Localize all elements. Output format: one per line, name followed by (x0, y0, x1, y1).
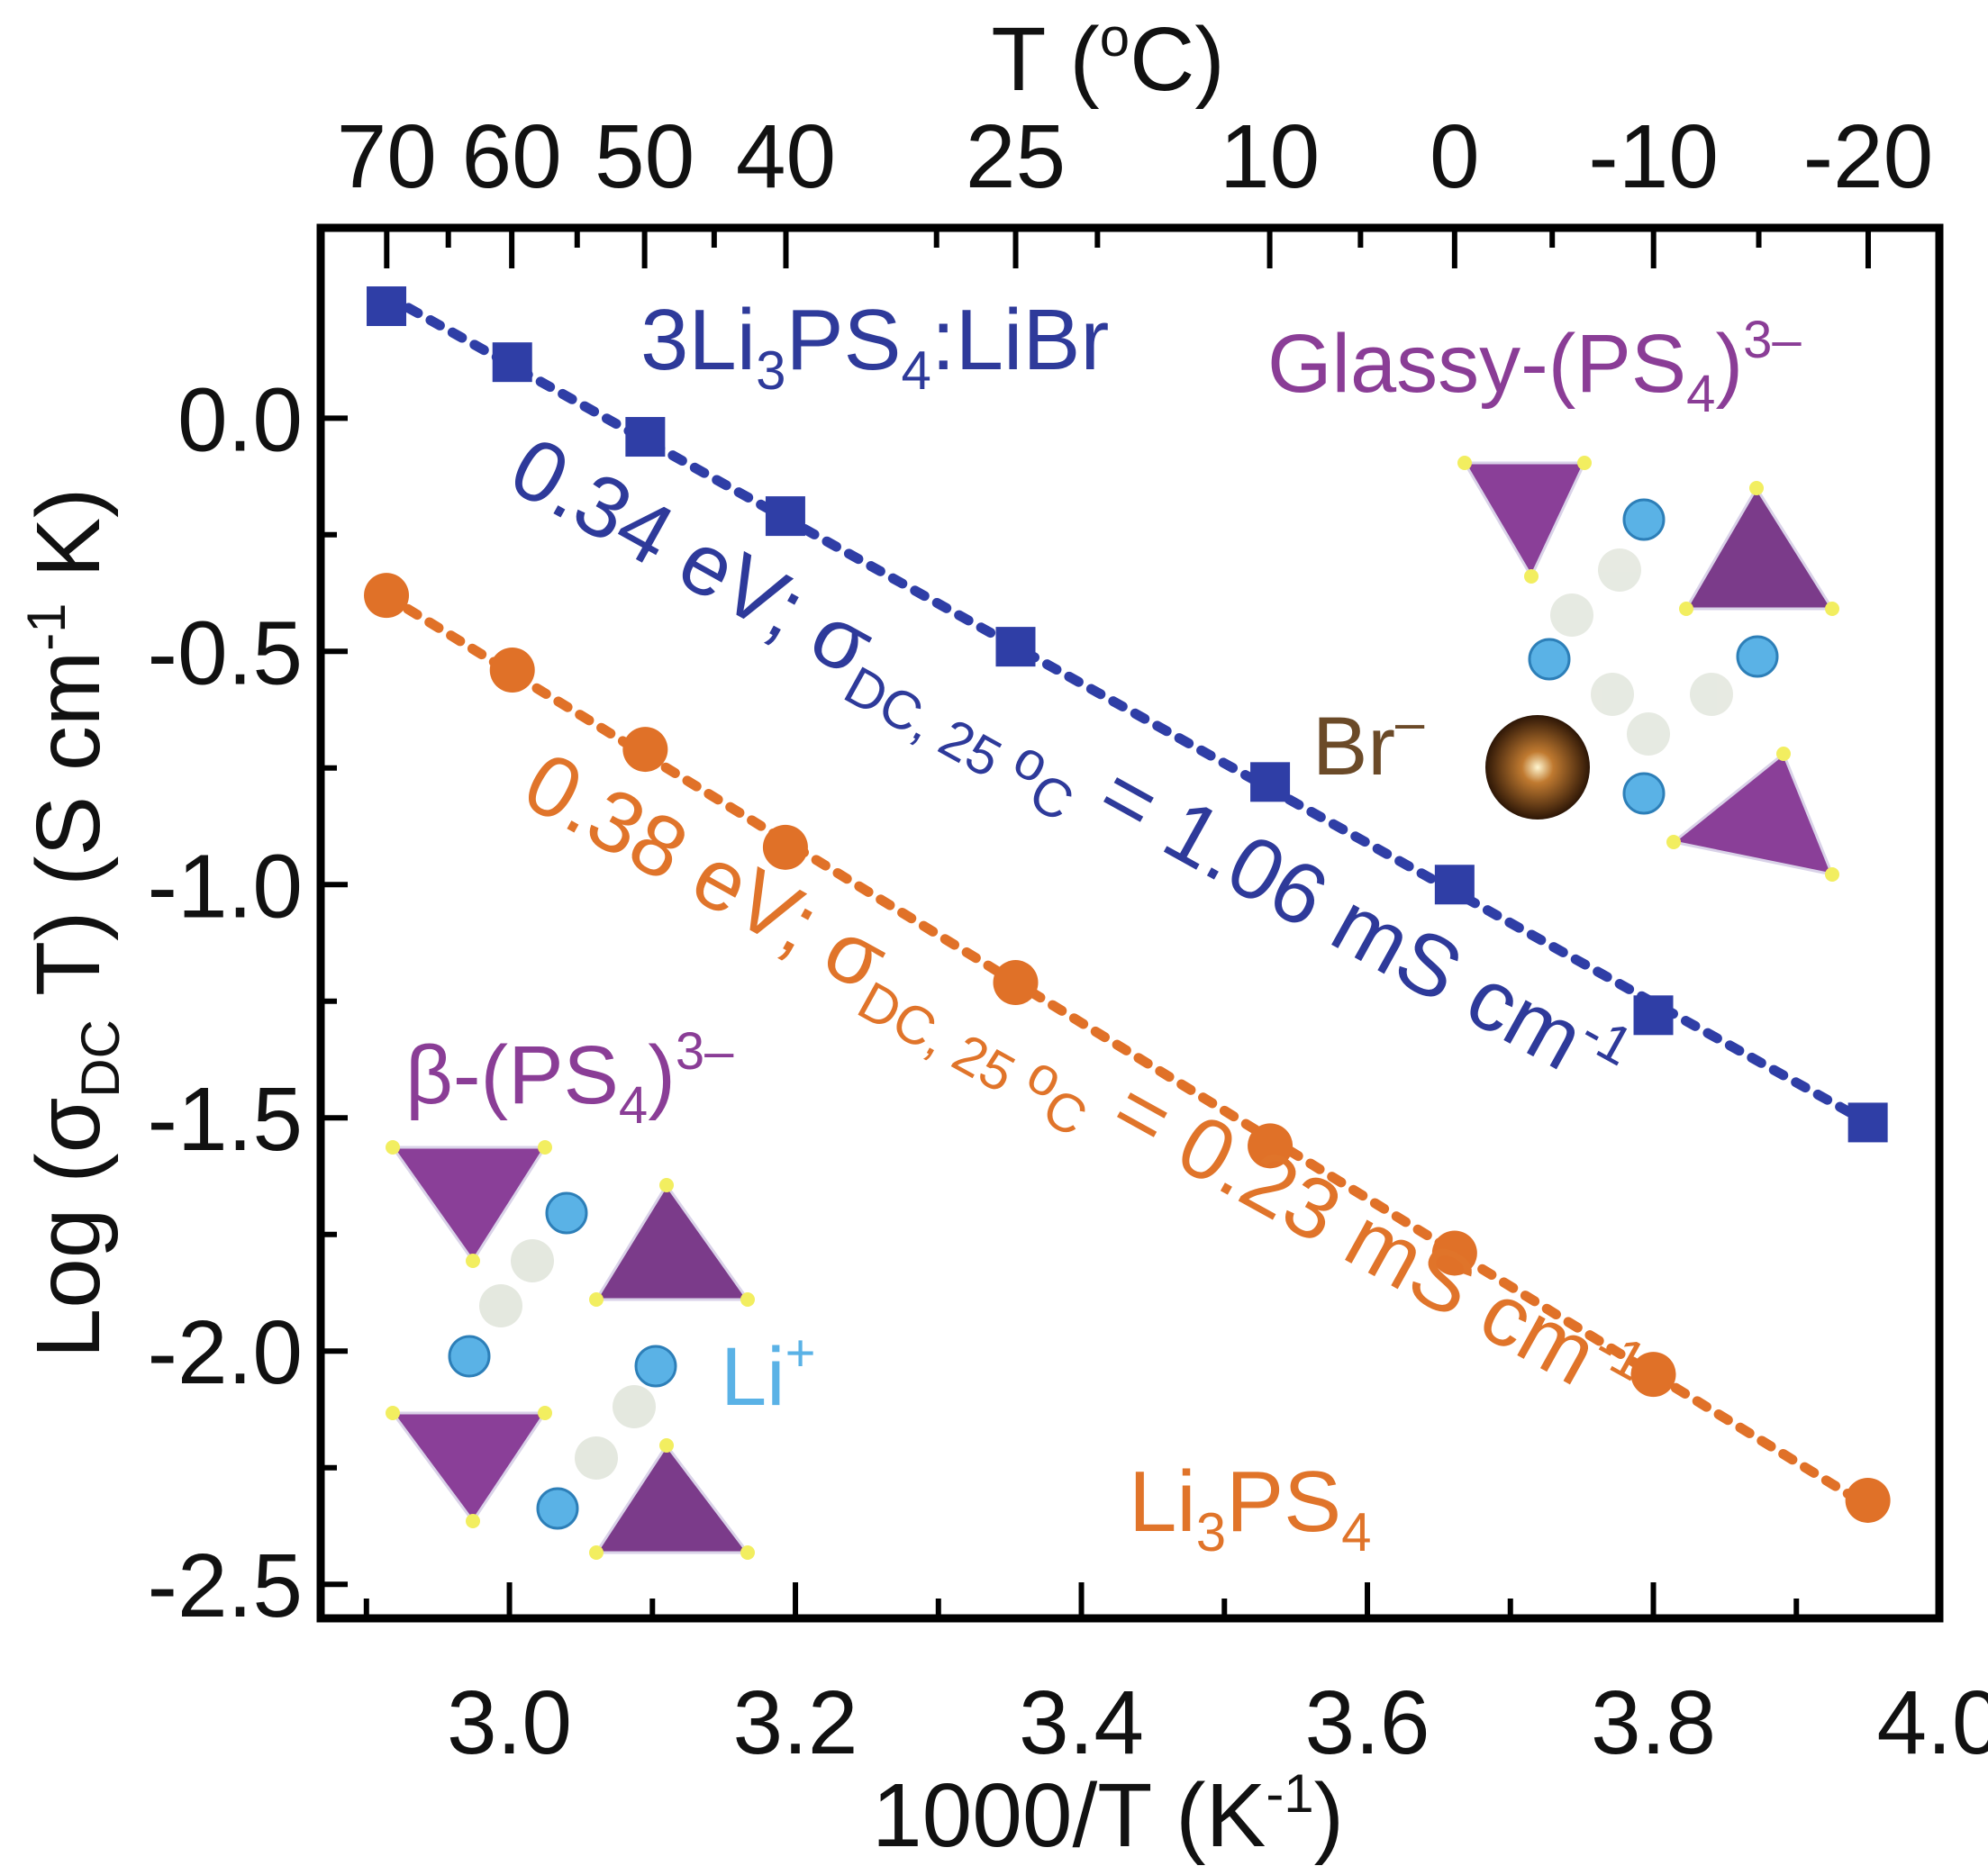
blue-fit-annotation: 0.34 eV; σDC, 25 oC = 1.06 mS cm-1 (486, 415, 1643, 1128)
li-ion-label: Li+ (721, 1324, 815, 1423)
top-tick-label: 0 (1430, 106, 1480, 207)
data-point-square (765, 496, 805, 537)
beta-label: β-(PS4)3– (405, 1022, 734, 1135)
top-axis-label: T (oC) (991, 7, 1224, 110)
data-point-square (367, 286, 407, 327)
li-ion-spheres (448, 1191, 677, 1530)
x-tick-label: 3.0 (447, 1672, 572, 1773)
data-point-circle (1431, 1230, 1477, 1276)
axis-ticks: 3.0 3.2 3.4 3.6 3.8 4.0 0.0 -0.5 -1.0 -1.5 -2.0 -2.… (148, 106, 1988, 1773)
y-tick-label: -2.5 (148, 1535, 303, 1636)
data-point-square (625, 417, 666, 457)
x-axis-label: 1000/T (K-1) (872, 1763, 1344, 1866)
x-tick-label: 3.4 (1019, 1672, 1144, 1773)
data-point-circle (1630, 1352, 1676, 1398)
data-point-square (1434, 865, 1475, 905)
ps4-tetrahedron (1684, 485, 1835, 611)
glassy-structure-inset (1457, 456, 1839, 882)
top-tick-label: -20 (1803, 106, 1934, 207)
data-point-square (1633, 995, 1674, 1036)
top-tick-label: 25 (966, 106, 1066, 207)
series-label-librbr: 3Li3PS4:LiBr (640, 292, 1109, 401)
series-label-li3ps4: Li3PS4 (1129, 1454, 1372, 1562)
data-point-square (1250, 762, 1291, 802)
br-ion-label: Br– (1312, 693, 1425, 793)
y-tick-label: -0.5 (148, 602, 303, 703)
y-tick-label: -1.0 (148, 836, 303, 937)
data-point-circle (622, 727, 668, 773)
data-point-square (1847, 1102, 1888, 1143)
data-points (364, 286, 1891, 1523)
ps4-tetrahedron (390, 1146, 548, 1264)
y-axis-label: Log (σDC T) (S cm-1 K) (16, 488, 131, 1359)
x-tick-label: 3.2 (733, 1672, 858, 1773)
data-point-square (995, 627, 1036, 667)
data-point-square (492, 342, 532, 383)
ps4-tetrahedron (594, 1443, 751, 1554)
data-point-circle (364, 573, 410, 619)
x-tick-label: 3.8 (1591, 1672, 1716, 1773)
top-tick-label: 70 (337, 106, 437, 207)
data-point-circle (1248, 1123, 1294, 1169)
data-point-circle (1845, 1477, 1891, 1523)
ps4-tetrahedron (1462, 461, 1587, 580)
y-tick-label: -2.0 (148, 1302, 303, 1403)
ps4-tetrahedron (1670, 751, 1835, 877)
top-tick-label: -10 (1588, 106, 1719, 207)
x-tick-label: 4.0 (1876, 1672, 1988, 1773)
data-point-circle (993, 960, 1039, 1006)
y-tick-label: 0.0 (177, 369, 303, 470)
data-point-circle (489, 648, 535, 693)
top-tick-label: 60 (462, 106, 562, 207)
br-ion-sphere (1485, 715, 1590, 820)
glassy-label: Glassy-(PS4)3– (1267, 311, 1802, 423)
x-tick-label: 3.6 (1305, 1672, 1430, 1773)
ps4-tetrahedron (594, 1182, 750, 1301)
beta-structure-inset (386, 1140, 755, 1560)
y-tick-label: -1.5 (148, 1069, 303, 1170)
top-tick-label: 10 (1220, 106, 1320, 207)
data-point-circle (762, 824, 808, 870)
top-tick-label: 50 (595, 106, 694, 207)
top-tick-label: 40 (736, 106, 836, 207)
ps4-tetrahedron (390, 1411, 548, 1524)
li-ion-spheres (1528, 498, 1779, 815)
plot-frame (316, 223, 1944, 1623)
